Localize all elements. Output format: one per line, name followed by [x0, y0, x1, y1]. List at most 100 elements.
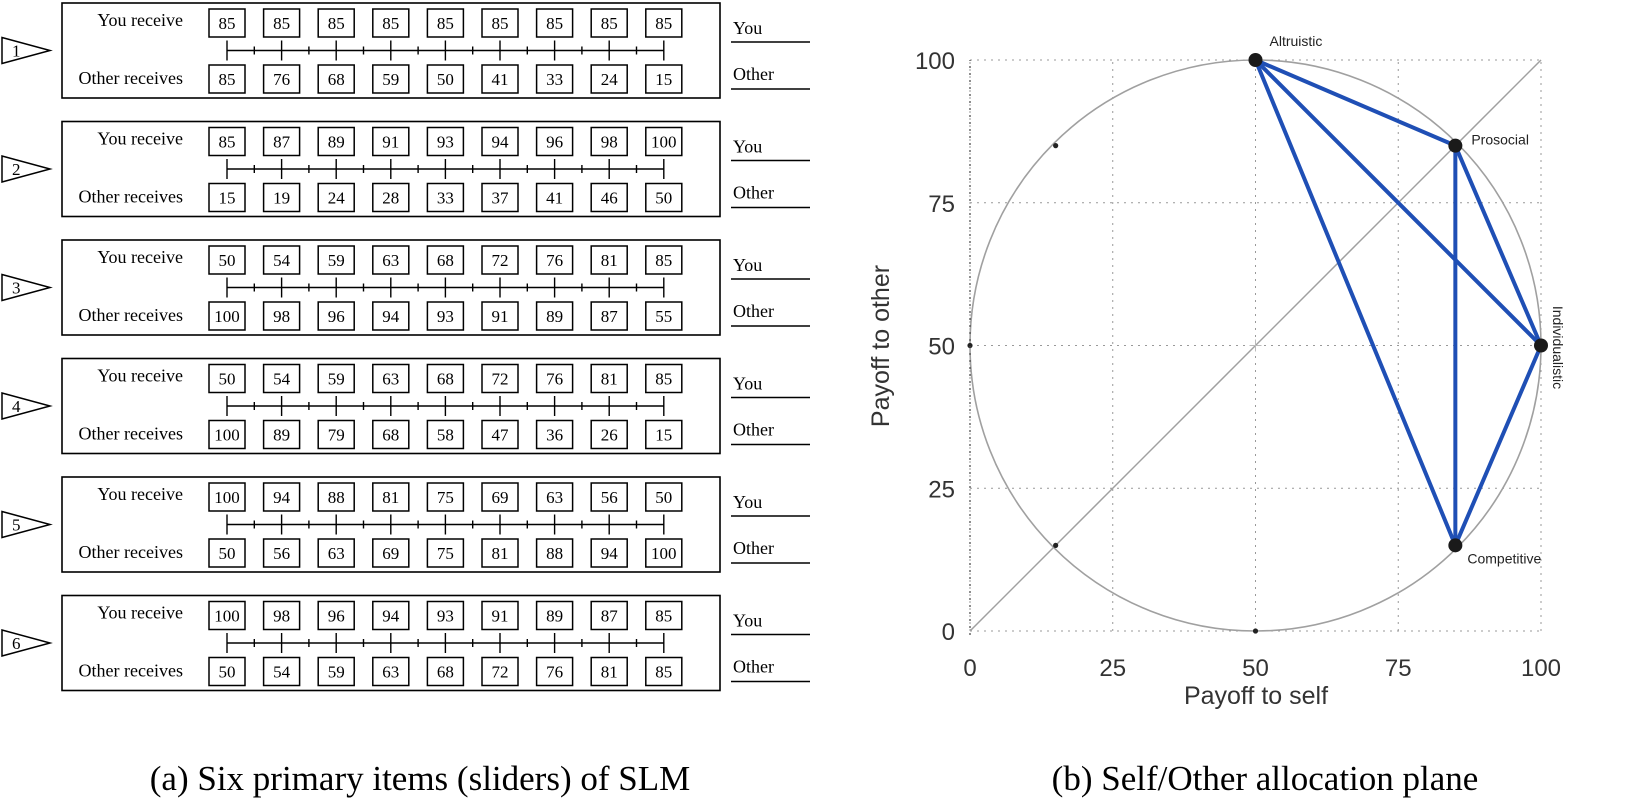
other-value-box [426, 419, 465, 450]
you-value: 63 [546, 488, 563, 507]
other-value-box [317, 419, 355, 450]
other-value-box [590, 182, 628, 213]
other-value-box [426, 301, 465, 331]
other-value: 96 [328, 307, 345, 326]
you-value-box [372, 126, 410, 157]
other-receives-label: Other receives [79, 661, 183, 681]
you-value: 50 [655, 488, 672, 507]
you-value-box [372, 600, 410, 631]
you-value-box [426, 245, 465, 275]
other-value: 50 [219, 544, 236, 563]
other-value: 76 [273, 70, 290, 89]
you-value: 50 [219, 370, 236, 389]
you-value-box [426, 126, 465, 157]
other-value-box [317, 301, 355, 331]
you-value: 91 [492, 607, 509, 626]
other-value: 47 [492, 426, 510, 445]
slider-item: 4 You receive Other receives 50 100 54 89 59 79 6… [1, 357, 810, 455]
you-receive-label: You receive [97, 484, 183, 504]
other-value-box [645, 301, 683, 331]
other-value: 81 [601, 663, 618, 682]
you-value: 94 [492, 133, 510, 152]
other-value-box [208, 301, 246, 331]
answer-you-label: You [733, 18, 762, 38]
other-value: 19 [273, 189, 290, 208]
other-value-box [535, 182, 574, 213]
other-value: 26 [601, 426, 618, 445]
you-value-box [535, 482, 574, 512]
other-value: 15 [655, 426, 672, 445]
you-value-box [262, 245, 301, 275]
x-tick-label: 75 [1385, 655, 1412, 682]
slider-item-frame [61, 357, 721, 455]
point-label: Altruistic [1270, 33, 1323, 49]
you-value-box [208, 363, 246, 394]
other-value: 91 [492, 307, 509, 326]
other-value: 36 [546, 426, 563, 445]
you-value-box [645, 126, 683, 157]
other-value-box [481, 656, 519, 687]
you-value-box [426, 482, 465, 512]
you-value-box [262, 363, 301, 394]
answer-you-label: You [733, 374, 762, 394]
other-value: 24 [601, 70, 619, 89]
other-value: 89 [546, 307, 563, 326]
you-value-box [372, 8, 410, 38]
other-value: 37 [492, 189, 510, 208]
you-value-box [317, 363, 355, 394]
caption-panel-a: (a) Six primary items (sliders) of SLM [150, 759, 690, 798]
you-value-box [317, 600, 355, 631]
you-value-box [645, 482, 683, 512]
other-value-box [208, 182, 246, 213]
other-value-box [535, 419, 574, 450]
slider-item: 3 You receive Other receives 50 100 54 98 59 96 6… [1, 239, 810, 336]
you-value-box [481, 482, 519, 512]
x-tick-label: 100 [1521, 655, 1561, 682]
other-value-box [372, 301, 410, 331]
you-value: 98 [273, 607, 290, 626]
you-value: 93 [437, 133, 454, 152]
allocation-segment [1453, 343, 1543, 548]
minor-point [1053, 143, 1059, 149]
other-value-box [590, 64, 628, 94]
you-value-box [317, 126, 355, 157]
x-axis-label: Payoff to self [1184, 682, 1328, 710]
caption-panel-b: (b) Self/Other allocation plane [1052, 759, 1479, 798]
you-value: 91 [382, 133, 399, 152]
other-value: 28 [382, 189, 399, 208]
item-number-pointer [1, 392, 53, 420]
you-value-box [590, 482, 628, 512]
other-value-box [372, 182, 410, 213]
other-value: 68 [437, 663, 454, 682]
minor-point [967, 342, 973, 349]
other-value-box [317, 656, 355, 687]
you-value-box [481, 126, 519, 157]
you-value-box [645, 600, 683, 631]
you-value: 54 [273, 251, 291, 270]
other-value: 100 [651, 544, 677, 563]
you-value-box [481, 245, 519, 275]
other-value-box [535, 301, 574, 331]
you-value: 72 [492, 251, 509, 270]
you-value: 85 [655, 607, 672, 626]
point-label: Individualistic [1550, 306, 1566, 389]
other-value: 69 [382, 544, 399, 563]
other-value: 68 [328, 70, 345, 89]
allocation-segment [1253, 58, 1458, 148]
other-value-box [208, 538, 246, 568]
other-value: 59 [382, 70, 399, 89]
other-value: 63 [382, 663, 399, 682]
other-value: 54 [273, 663, 291, 682]
other-value-box [426, 182, 465, 213]
you-value: 93 [437, 607, 454, 626]
allocation-point [1248, 53, 1263, 67]
other-value: 87 [601, 307, 619, 326]
x-tick-label: 25 [1099, 655, 1126, 682]
other-value-box [481, 182, 519, 213]
other-value-box [262, 656, 301, 687]
other-value-box [262, 538, 301, 568]
other-value-box [590, 419, 628, 450]
you-value-box [317, 245, 355, 275]
other-value-box [372, 419, 410, 450]
you-value: 85 [655, 14, 672, 33]
